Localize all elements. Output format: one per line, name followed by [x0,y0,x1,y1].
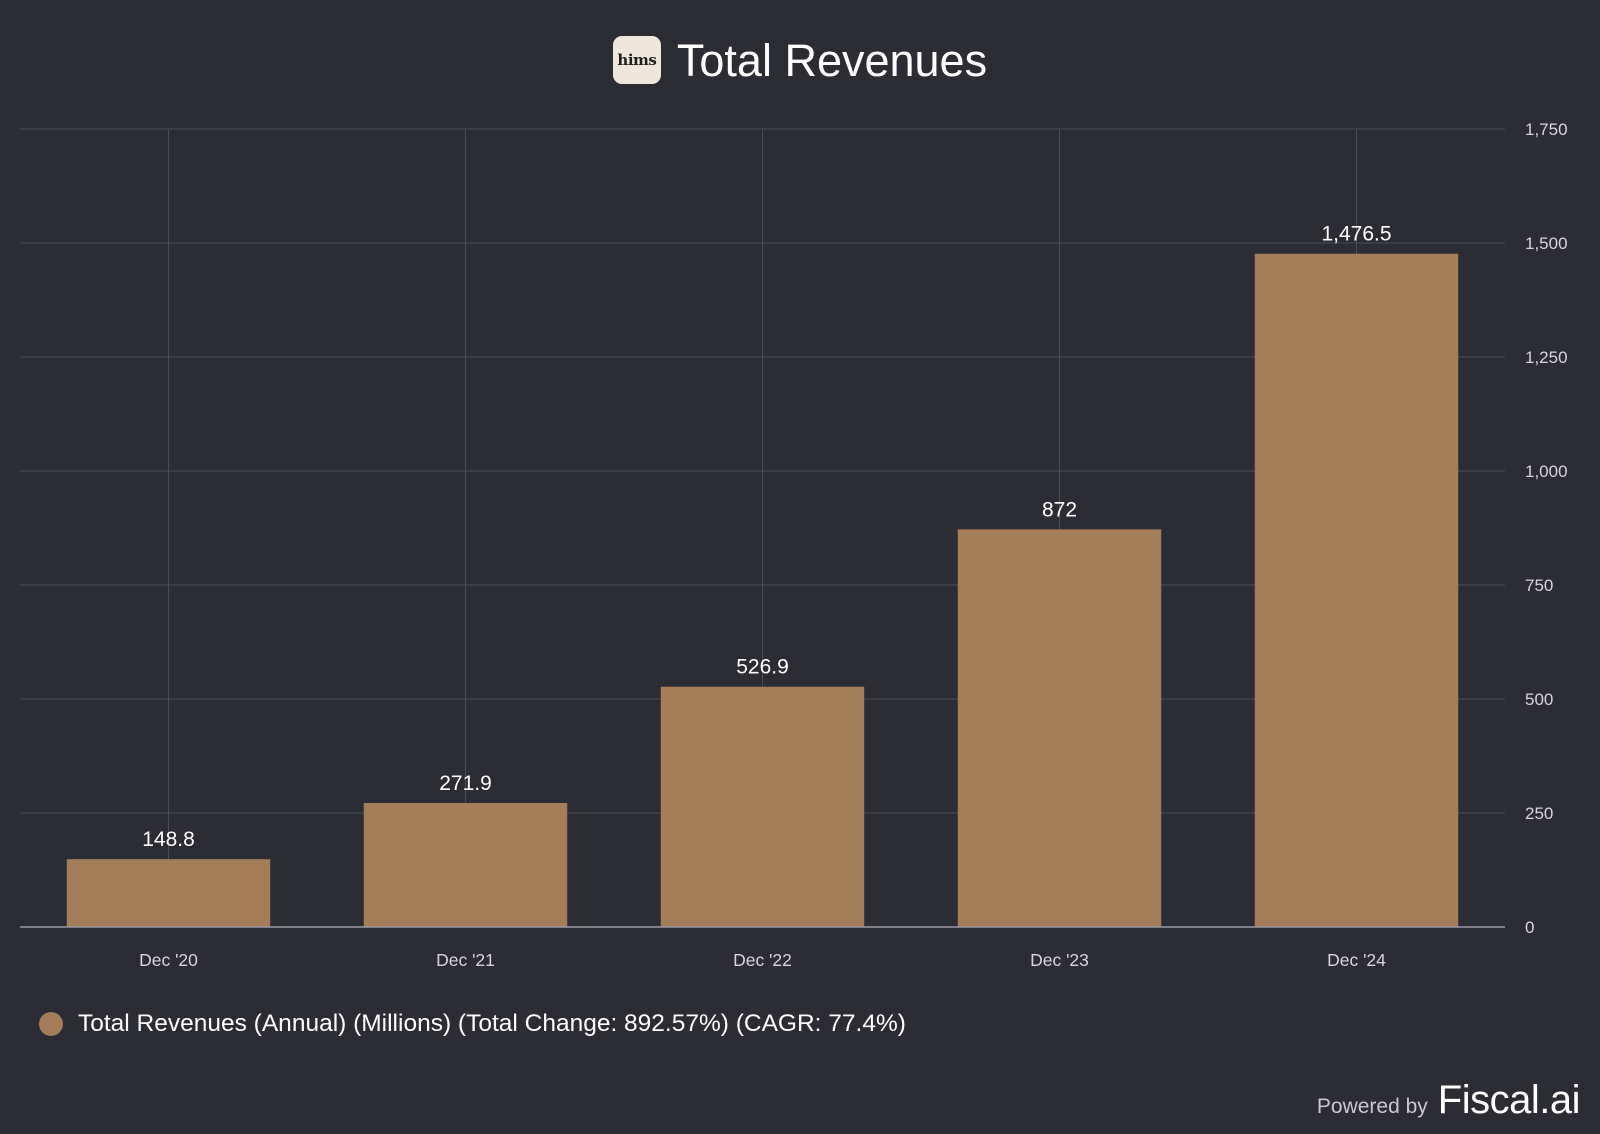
bar [660,686,865,927]
bar-value-label: 872 [1042,498,1077,521]
chart-title: Total Revenues [676,34,988,86]
chart-header: hims Total Revenues [0,34,1600,86]
y-tick-label: 1,500 [1525,234,1568,253]
footer-attribution[interactable]: Powered by Fiscal.ai [1316,1078,1581,1123]
bar-value-label: 271.9 [439,772,492,795]
hims-logo: hims [612,36,661,84]
y-tick-label: 1,000 [1525,462,1568,481]
bar-value-label: 148.8 [142,828,195,851]
bar-chart: 0 250 500 750 1,000 1,250 1,500 1,750 148.8 Dec '… [20,120,1568,970]
y-tick-label: 0 [1525,918,1534,937]
bar-value-label: 526.9 [736,656,789,679]
x-tick-label: Dec '20 [139,950,198,970]
bar [66,859,271,927]
y-tick-label: 250 [1525,804,1553,823]
bar [363,803,568,927]
y-tick-label: 500 [1525,690,1553,709]
legend-label: Total Revenues (Annual) (Millions) (Tota… [78,1010,906,1037]
legend[interactable]: Total Revenues (Annual) (Millions) (Tota… [39,1010,906,1038]
y-tick-label: 750 [1525,576,1553,595]
x-tick-label: Dec '22 [733,950,792,970]
fiscal-ai-brand: Fiscal.ai [1437,1078,1581,1122]
bar [1254,253,1459,927]
x-tick-label: Dec '23 [1030,950,1089,970]
bar [957,529,1162,927]
x-tick-label: Dec '24 [1327,950,1386,970]
y-tick-label: 1,750 [1525,120,1568,139]
legend-swatch [39,1012,63,1036]
y-tick-label: 1,250 [1525,348,1568,367]
bar-value-label: 1,476.5 [1321,223,1391,246]
x-tick-label: Dec '21 [436,950,495,970]
powered-by-text: Powered by [1316,1095,1428,1118]
